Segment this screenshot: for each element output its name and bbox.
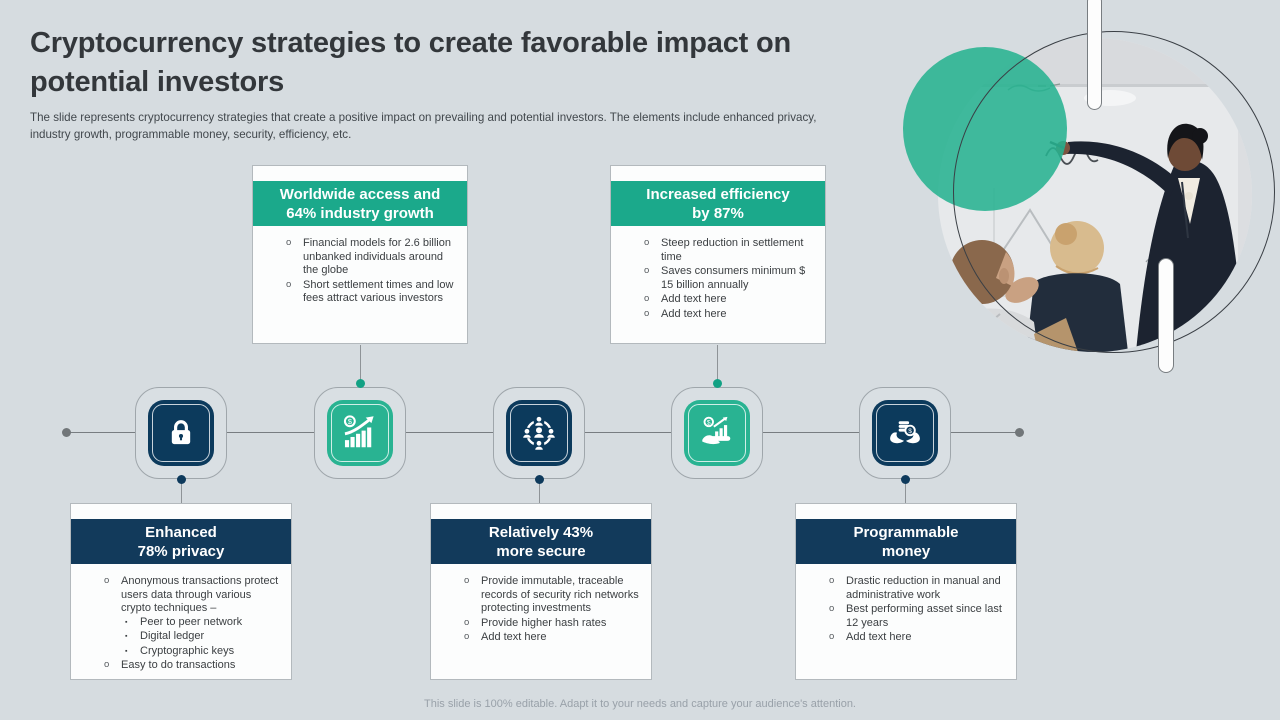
- bullet-item: Drastic reduction in manual and administ…: [829, 574, 1006, 602]
- card-bullet-list: Anonymous transactions protect users dat…: [71, 574, 291, 673]
- card-title-line: 78% privacy: [137, 542, 225, 560]
- card-top-strip: [71, 504, 291, 519]
- bullet-item: Anonymous transactions protect users dat…: [104, 574, 281, 659]
- lock-icon: [148, 400, 214, 466]
- card-title-line: Programmable: [853, 523, 959, 541]
- card-enhanced-privacy: Enhanced 78% privacy Anonymous transacti…: [70, 503, 292, 680]
- card-header: Increased efficiency by 87%: [611, 181, 825, 226]
- page-title: Cryptocurrency strategies to create favo…: [30, 27, 791, 98]
- card-header: Worldwide access and 64% industry growth: [253, 181, 467, 226]
- timeline-node-secure: [493, 387, 585, 479]
- timeline-node-money: $: [859, 387, 951, 479]
- bullet-item: Add text here: [829, 630, 1006, 645]
- card-increased-efficiency: Increased efficiency by 87% Steep reduct…: [610, 165, 826, 344]
- bullet-item: Saves consumers minimum $ 15 billion ann…: [644, 264, 815, 292]
- bullet-item: Add text here: [644, 292, 815, 307]
- svg-text:$: $: [908, 428, 912, 435]
- bullet-item: Add text here: [464, 630, 641, 645]
- card-title-line: Worldwide access and: [279, 185, 441, 203]
- card-title-line: by 87%: [692, 204, 744, 222]
- white-pill-middle: [1158, 258, 1174, 373]
- bullet-item: Best performing asset since last 12 year…: [829, 602, 1006, 630]
- card-top-strip: [796, 504, 1016, 519]
- sub-bullet-item: Cryptographic keys: [125, 645, 281, 659]
- slide-footer-note: This slide is 100% editable. Adapt it to…: [424, 698, 856, 710]
- svg-text:$: $: [348, 417, 353, 426]
- card-bullet-list: Steep reduction in settlement time Saves…: [611, 236, 825, 322]
- card-title-line: more secure: [496, 542, 586, 560]
- hands-coins-icon: $: [872, 400, 938, 466]
- bullet-item: Easy to do transactions: [104, 658, 281, 673]
- timeline-node-privacy: [135, 387, 227, 479]
- outline-accent-circle: [953, 31, 1275, 353]
- timeline-node-efficiency: $: [671, 387, 763, 479]
- card-header: Relatively 43% more secure: [431, 519, 651, 564]
- connector-dot-green: [356, 379, 365, 388]
- white-pill-top: [1087, 0, 1102, 110]
- card-title-line: money: [881, 542, 931, 560]
- card-title-line: Increased efficiency: [646, 185, 790, 203]
- connector-line: [717, 345, 718, 387]
- people-network-icon: [506, 400, 572, 466]
- connector-dot-navy: [901, 475, 910, 484]
- connector-line: [539, 479, 540, 503]
- hand-chart-icon: $: [684, 400, 750, 466]
- card-worldwide-access: Worldwide access and 64% industry growth…: [252, 165, 468, 344]
- card-header: Programmable money: [796, 519, 1016, 564]
- card-bullet-list: Provide immutable, traceable records of …: [431, 574, 651, 645]
- card-title-line: 64% industry growth: [286, 204, 434, 222]
- connector-line: [181, 479, 182, 503]
- card-top-strip: [253, 166, 467, 181]
- connector-dot-green: [713, 379, 722, 388]
- bullet-item: Provide higher hash rates: [464, 616, 641, 631]
- card-title-line: Relatively 43%: [488, 523, 594, 541]
- bullet-item: Add text here: [644, 307, 815, 322]
- timeline-end-dot: [1015, 428, 1024, 437]
- card-bullet-list: Financial models for 2.6 billion unbanke…: [253, 236, 467, 306]
- sub-bullet-list: Peer to peer network Digital ledger Cryp…: [121, 616, 281, 659]
- card-header: Enhanced 78% privacy: [71, 519, 291, 564]
- sub-bullet-item: Digital ledger: [125, 630, 281, 644]
- timeline-start-dot: [62, 428, 71, 437]
- bullet-text: Anonymous transactions protect users dat…: [121, 575, 279, 614]
- card-bullet-list: Drastic reduction in manual and administ…: [796, 574, 1016, 645]
- growth-chart-icon: $: [327, 400, 393, 466]
- card-relatively-secure: Relatively 43% more secure Provide immut…: [430, 503, 652, 680]
- connector-dot-navy: [535, 475, 544, 484]
- card-top-strip: [611, 166, 825, 181]
- bullet-item: Steep reduction in settlement time: [644, 236, 815, 264]
- bullet-item: Provide immutable, traceable records of …: [464, 574, 641, 616]
- bullet-item: Financial models for 2.6 billion unbanke…: [286, 236, 457, 278]
- slide-description: The slide represents cryptocurrency stra…: [30, 111, 817, 141]
- sub-bullet-item: Peer to peer network: [125, 616, 281, 630]
- card-programmable-money: Programmable money Drastic reduction in …: [795, 503, 1017, 680]
- bullet-item: Short settlement times and low fees attr…: [286, 278, 457, 306]
- svg-text:$: $: [707, 419, 711, 426]
- connector-line: [360, 345, 361, 387]
- connector-dot-navy: [177, 475, 186, 484]
- card-top-strip: [431, 504, 651, 519]
- timeline-node-growth: $: [314, 387, 406, 479]
- card-title-line: Enhanced: [145, 523, 217, 541]
- connector-line: [905, 479, 906, 503]
